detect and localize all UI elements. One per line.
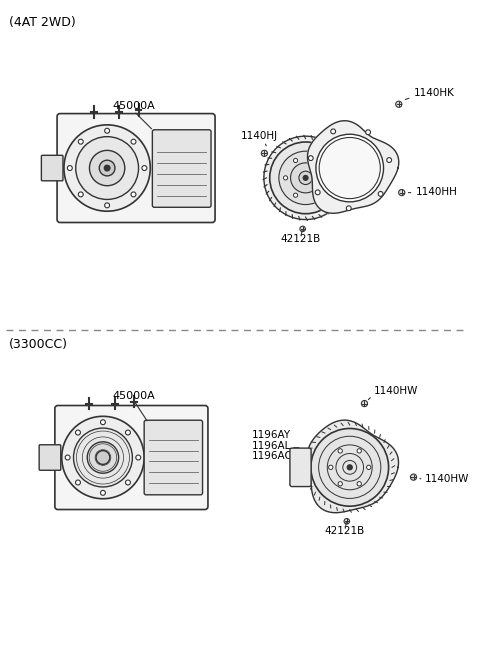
FancyBboxPatch shape — [290, 448, 311, 487]
Text: (3300CC): (3300CC) — [9, 338, 68, 351]
Circle shape — [316, 134, 384, 202]
Circle shape — [387, 158, 392, 162]
Text: 1196AL: 1196AL — [252, 441, 291, 451]
Circle shape — [131, 140, 136, 144]
Circle shape — [264, 136, 348, 219]
Circle shape — [65, 455, 70, 460]
Circle shape — [131, 192, 136, 197]
Circle shape — [284, 176, 288, 180]
Circle shape — [399, 189, 405, 196]
Circle shape — [75, 430, 81, 435]
Circle shape — [367, 465, 371, 470]
Circle shape — [290, 163, 321, 193]
Circle shape — [344, 519, 349, 524]
Circle shape — [293, 193, 298, 197]
Text: 45000A: 45000A — [112, 390, 155, 401]
Circle shape — [279, 151, 332, 204]
Circle shape — [104, 165, 110, 171]
Circle shape — [378, 191, 383, 196]
Circle shape — [293, 159, 298, 162]
Circle shape — [75, 480, 81, 485]
Circle shape — [338, 449, 342, 453]
Circle shape — [73, 428, 132, 487]
Circle shape — [64, 125, 150, 211]
Circle shape — [338, 481, 342, 486]
FancyBboxPatch shape — [39, 445, 61, 470]
Text: 1140HW: 1140HW — [425, 474, 469, 484]
Circle shape — [125, 480, 131, 485]
FancyBboxPatch shape — [41, 155, 63, 181]
FancyBboxPatch shape — [152, 130, 211, 207]
Text: 1196AY: 1196AY — [252, 430, 291, 440]
Circle shape — [331, 129, 336, 134]
Circle shape — [270, 142, 341, 214]
Circle shape — [96, 451, 110, 464]
Circle shape — [410, 474, 417, 480]
Circle shape — [324, 176, 328, 180]
Circle shape — [347, 206, 351, 211]
Text: 45000A: 45000A — [112, 101, 155, 111]
Text: 1140HJ: 1140HJ — [241, 130, 278, 141]
Circle shape — [261, 150, 267, 157]
Polygon shape — [307, 420, 398, 513]
Circle shape — [78, 140, 83, 144]
Circle shape — [125, 430, 131, 435]
Text: 1140HK: 1140HK — [414, 88, 455, 98]
Text: 42121B: 42121B — [280, 234, 321, 244]
Text: 1196AC: 1196AC — [252, 451, 292, 462]
Circle shape — [303, 176, 308, 180]
Circle shape — [100, 420, 106, 424]
Polygon shape — [308, 121, 399, 214]
FancyBboxPatch shape — [144, 421, 203, 495]
Circle shape — [105, 203, 109, 208]
Circle shape — [78, 192, 83, 197]
Circle shape — [99, 160, 115, 176]
Text: 1140HW: 1140HW — [374, 386, 419, 396]
Text: 1140HH: 1140HH — [416, 187, 457, 196]
Circle shape — [87, 442, 119, 473]
Circle shape — [89, 151, 125, 186]
Circle shape — [311, 428, 389, 506]
Circle shape — [76, 137, 139, 199]
Circle shape — [136, 455, 141, 460]
Circle shape — [347, 465, 352, 470]
Circle shape — [308, 156, 313, 160]
FancyBboxPatch shape — [57, 113, 215, 223]
Circle shape — [357, 481, 361, 486]
Text: 42121B: 42121B — [324, 526, 365, 536]
Text: (4AT 2WD): (4AT 2WD) — [9, 16, 76, 29]
Circle shape — [67, 166, 72, 170]
Circle shape — [142, 166, 147, 170]
Circle shape — [396, 101, 402, 107]
Circle shape — [319, 138, 380, 198]
Circle shape — [105, 128, 109, 133]
Circle shape — [299, 171, 312, 185]
Circle shape — [361, 400, 368, 407]
Circle shape — [357, 449, 361, 453]
Circle shape — [329, 465, 333, 470]
Circle shape — [366, 130, 371, 135]
Circle shape — [300, 226, 305, 232]
Circle shape — [62, 417, 144, 498]
Circle shape — [313, 193, 318, 197]
Circle shape — [313, 159, 318, 162]
Circle shape — [100, 491, 106, 495]
FancyBboxPatch shape — [55, 405, 208, 510]
Circle shape — [315, 190, 320, 195]
